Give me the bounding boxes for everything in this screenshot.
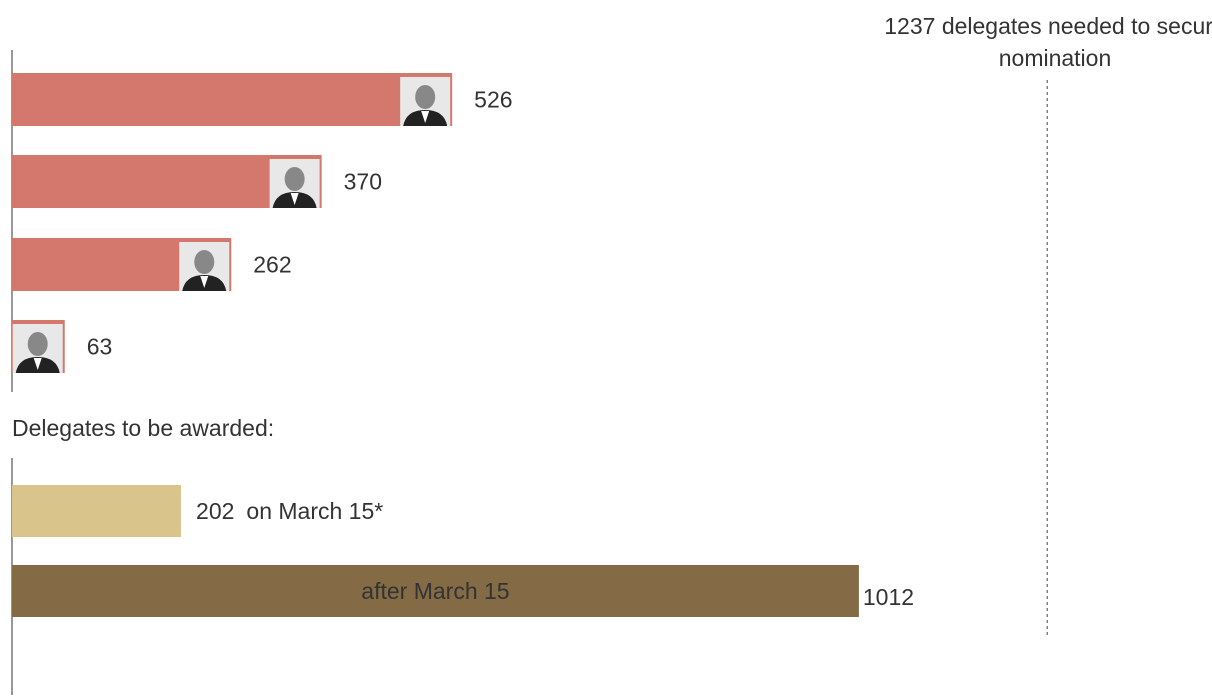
- candidate-photo: [270, 159, 320, 208]
- candidate-photo: [13, 324, 63, 373]
- value-label: 262: [253, 252, 291, 278]
- value-label: 370: [344, 169, 382, 195]
- page: 1237 delegates needed to secure nominati…: [0, 0, 1212, 700]
- reference-label: 1237 delegates needed to secure nominati…: [880, 10, 1212, 74]
- value-label: 63: [87, 334, 113, 360]
- photo-head: [285, 167, 305, 191]
- value-label: 526: [474, 87, 512, 113]
- value-label: 1012: [863, 584, 914, 610]
- photo-head: [194, 250, 214, 274]
- photo-head: [415, 85, 435, 109]
- bar: [12, 73, 452, 126]
- candidate-photo: [179, 242, 229, 291]
- chart: Delegates to be awarded: 526 370 262 63 202 o…: [0, 0, 1212, 700]
- photo-head: [28, 332, 48, 356]
- value-label: 202: [196, 498, 234, 524]
- chart-title: Delegates to be awarded:: [12, 415, 274, 441]
- bar: [12, 485, 181, 537]
- category-label: on March 15*: [246, 498, 383, 524]
- candidate-photo: [400, 77, 450, 126]
- category-label: after March 15: [361, 578, 509, 604]
